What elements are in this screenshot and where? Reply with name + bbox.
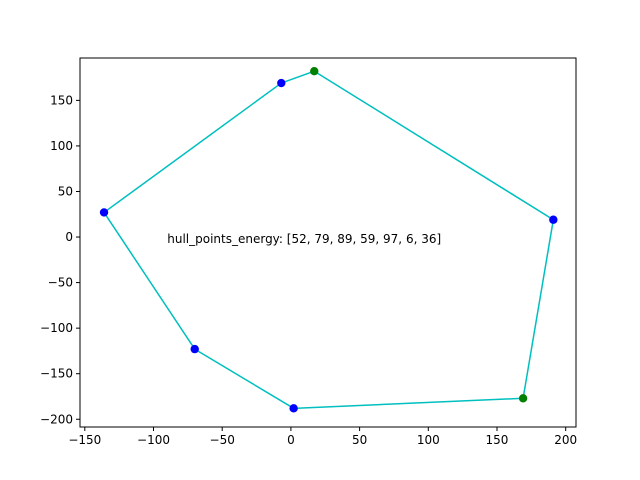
y-tick-label: −100 bbox=[40, 321, 73, 335]
x-tick-label: −50 bbox=[210, 433, 235, 447]
x-tick-label: 150 bbox=[486, 433, 509, 447]
x-tick-label: 50 bbox=[352, 433, 367, 447]
hull-edge bbox=[103, 82, 282, 214]
x-tick-label: 100 bbox=[417, 433, 440, 447]
hull-point bbox=[99, 208, 109, 217]
y-tick-label: −200 bbox=[40, 412, 73, 426]
y-tick-label: 50 bbox=[58, 184, 73, 198]
axes-frame bbox=[79, 57, 577, 428]
x-tick-label: −150 bbox=[68, 433, 101, 447]
y-tick-label: 0 bbox=[65, 230, 73, 244]
hull-point bbox=[518, 394, 528, 403]
hull-edge bbox=[281, 70, 315, 84]
hull-point bbox=[277, 78, 286, 88]
x-tick-label: 200 bbox=[554, 433, 577, 447]
y-tick-label: −150 bbox=[40, 367, 73, 381]
hull-edge bbox=[293, 397, 524, 410]
x-tick-label: 0 bbox=[287, 433, 295, 447]
hull-point bbox=[310, 67, 319, 76]
x-axis-ticks: −150 −100 −50 0 50 100 150 200 bbox=[68, 427, 577, 447]
y-tick-label: 100 bbox=[50, 139, 73, 153]
hull-point bbox=[190, 344, 199, 354]
hull-edge bbox=[522, 219, 555, 399]
hull-edge bbox=[313, 70, 554, 221]
y-tick-label: 150 bbox=[50, 93, 73, 107]
hull-edge bbox=[194, 348, 295, 409]
hull-points-layer bbox=[99, 67, 558, 413]
hull-edge bbox=[103, 212, 196, 350]
y-axis-ticks: −200 −150 −100 −50 0 50 100 150 bbox=[40, 93, 80, 426]
x-tick-label: −100 bbox=[137, 433, 170, 447]
y-tick-label: −50 bbox=[48, 276, 73, 290]
hull-point bbox=[549, 215, 558, 224]
energy-annotation: hull_points_energy: [52, 79, 89, 59, 97,… bbox=[167, 232, 441, 246]
hull-outline-layer bbox=[103, 70, 555, 410]
hull-point bbox=[289, 404, 298, 413]
